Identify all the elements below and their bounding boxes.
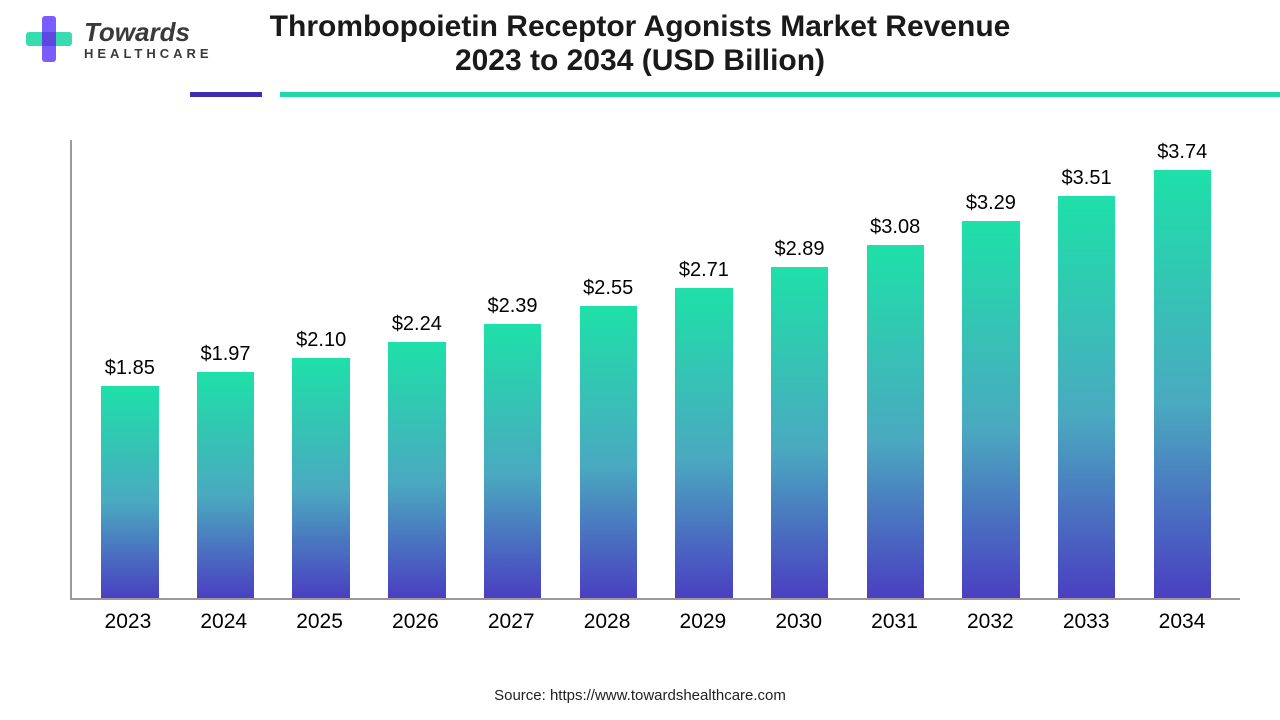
bar xyxy=(867,245,924,598)
x-axis-label: 2029 xyxy=(655,610,751,640)
bar xyxy=(675,288,732,598)
bar-value-label: $3.08 xyxy=(870,216,920,239)
bar-value-label: $1.97 xyxy=(200,343,250,366)
plot-area: $1.85 $1.97 $2.10 $2.24 $2.39 $2.55 $2.71 $2.89… xyxy=(70,140,1240,600)
bar-slot: $3.29 xyxy=(943,140,1039,598)
x-axis-label: 2034 xyxy=(1134,610,1230,640)
bar-slot: $3.51 xyxy=(1039,140,1135,598)
x-axis-label: 2027 xyxy=(463,610,559,640)
bar xyxy=(484,324,541,598)
x-axis-label: 2031 xyxy=(847,610,943,640)
bar-slot: $2.39 xyxy=(465,140,561,598)
bar xyxy=(197,372,254,598)
bar-value-label: $2.10 xyxy=(296,329,346,352)
bar-value-label: $3.29 xyxy=(966,192,1016,215)
bar xyxy=(962,221,1019,598)
bar-slot: $1.85 xyxy=(82,140,178,598)
bar xyxy=(292,358,349,598)
bar xyxy=(771,267,828,598)
bar-slot: $3.74 xyxy=(1134,140,1230,598)
x-axis-label: 2033 xyxy=(1038,610,1134,640)
chart-title-line2: 2023 to 2034 (USD Billion) xyxy=(0,44,1280,78)
bar-value-label: $1.85 xyxy=(105,357,155,380)
bar-value-label: $3.51 xyxy=(1062,167,1112,190)
bar-value-label: $2.39 xyxy=(487,295,537,318)
bar xyxy=(580,306,637,598)
x-axis-label: 2024 xyxy=(176,610,272,640)
x-axis-label: 2026 xyxy=(367,610,463,640)
chart-title-line1: Thrombopoietin Receptor Agonists Market … xyxy=(0,10,1280,44)
bar xyxy=(101,386,158,598)
bar xyxy=(388,342,445,598)
bar-slot: $2.89 xyxy=(752,140,848,598)
bar-slot: $2.24 xyxy=(369,140,465,598)
bar-value-label: $2.24 xyxy=(392,313,442,336)
accent-underline xyxy=(190,92,1280,97)
bar-slot: $1.97 xyxy=(178,140,274,598)
bar xyxy=(1154,170,1211,598)
x-axis-label: 2023 xyxy=(80,610,176,640)
accent-teal-segment xyxy=(280,92,1280,97)
x-axis-label: 2025 xyxy=(272,610,368,640)
bar-value-label: $2.71 xyxy=(679,259,729,282)
bar-slot: $3.08 xyxy=(847,140,943,598)
source-attribution: Source: https://www.towardshealthcare.co… xyxy=(0,687,1280,704)
page: Towards HEALTHCARE Thrombopoietin Recept… xyxy=(0,0,1280,720)
x-axis-label: 2030 xyxy=(751,610,847,640)
x-axis-labels: 2023202420252026202720282029203020312032… xyxy=(70,610,1240,640)
accent-dark-segment xyxy=(190,92,262,97)
x-axis-label: 2028 xyxy=(559,610,655,640)
x-axis-label: 2032 xyxy=(942,610,1038,640)
bar-value-label: $3.74 xyxy=(1157,141,1207,164)
bar xyxy=(1058,196,1115,598)
bar-slot: $2.10 xyxy=(273,140,369,598)
bar-slot: $2.71 xyxy=(656,140,752,598)
revenue-bar-chart: $1.85 $1.97 $2.10 $2.24 $2.39 $2.55 $2.71 $2.89… xyxy=(70,140,1240,650)
chart-title: Thrombopoietin Receptor Agonists Market … xyxy=(0,10,1280,78)
bars-container: $1.85 $1.97 $2.10 $2.24 $2.39 $2.55 $2.71 $2.89… xyxy=(72,140,1240,598)
bar-slot: $2.55 xyxy=(560,140,656,598)
bar-value-label: $2.55 xyxy=(583,277,633,300)
bar-value-label: $2.89 xyxy=(775,238,825,261)
